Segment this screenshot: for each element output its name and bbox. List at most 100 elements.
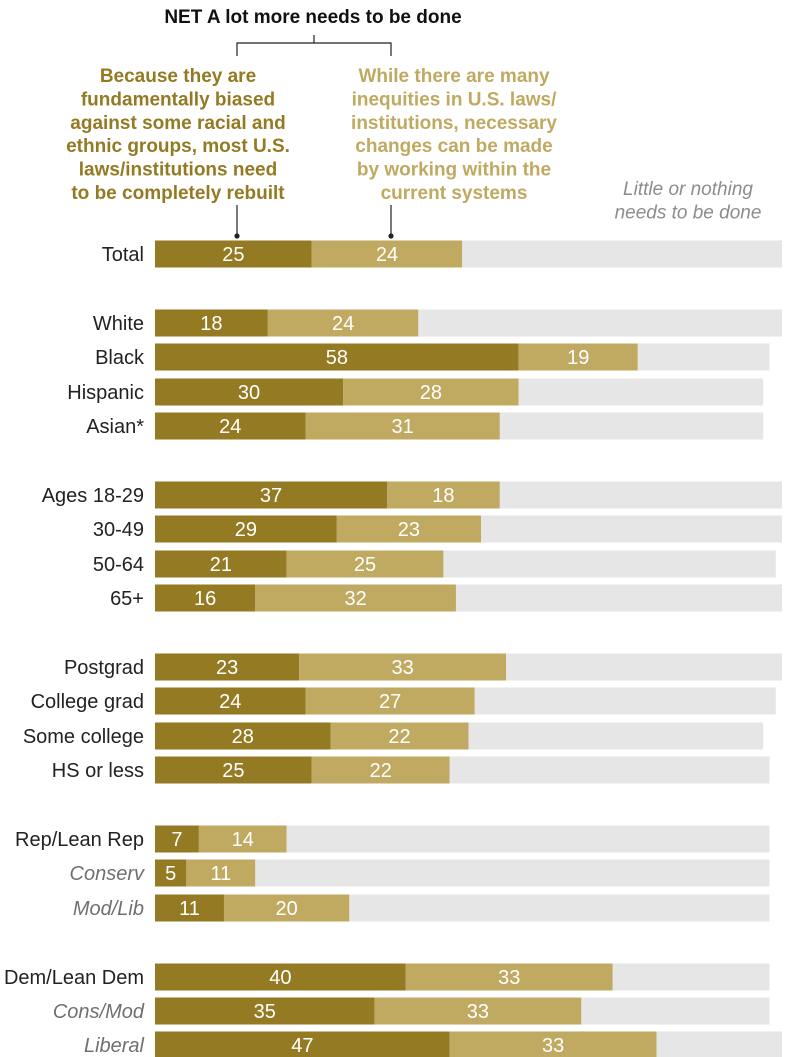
bar-row: Black 58 19 [95, 343, 770, 371]
bar-segment-rebuilt [155, 963, 406, 991]
bar-value-label: 7 [171, 829, 182, 851]
bar-segment-rebuilt [155, 584, 256, 612]
bar-value-label: 25 [354, 554, 376, 576]
bar-segment-little [462, 240, 782, 268]
bar-value-label: 25 [222, 244, 244, 266]
bar-row: Asian* 24 31 [86, 412, 764, 440]
bar-segment-within [374, 997, 582, 1025]
bar-segment-little [499, 412, 764, 440]
bar-row: 65+ 16 32 [110, 584, 782, 612]
bar-row: Rep/Lean Rep 7 14 [15, 825, 770, 853]
bar-segment-rebuilt [155, 894, 224, 922]
bar-value-label: 58 [326, 347, 348, 369]
bar-segment-rebuilt [155, 997, 375, 1025]
row-label: Rep/Lean Rep [15, 829, 144, 851]
bar-segment-rebuilt [155, 412, 306, 440]
row-label: College grad [31, 691, 144, 713]
bar-value-label: 25 [222, 760, 244, 782]
legend-little-line: needs to be done [615, 202, 762, 223]
bar-segment-rebuilt [155, 859, 187, 887]
bar-value-label: 32 [345, 588, 367, 610]
bar-value-label: 37 [260, 485, 282, 507]
bar-value-label: 24 [376, 244, 398, 266]
bar-value-label: 14 [232, 829, 254, 851]
legend-within-line: inequities in U.S. laws/ [352, 89, 558, 110]
bar-segment-little [481, 515, 782, 543]
legend-pointers [234, 205, 394, 239]
legend-within-line: While there are many [358, 66, 550, 87]
bar-segment-little [468, 722, 764, 750]
bar-segment-little [581, 997, 770, 1025]
bar-row: Liberal 47 33 [84, 1031, 782, 1057]
row-label: Total [102, 244, 144, 266]
bar-value-label: 22 [370, 760, 392, 782]
bar-row: 30-49 29 23 [93, 515, 782, 543]
bar-segment-within [286, 550, 444, 578]
bar-value-label: 18 [432, 485, 454, 507]
bar-value-label: 20 [276, 898, 298, 920]
bar-segment-little [455, 584, 782, 612]
bar-segment-rebuilt [155, 722, 331, 750]
bar-segment-little [418, 309, 782, 337]
bar-value-label: 40 [269, 967, 291, 989]
bar-segment-little [637, 343, 770, 371]
row-label: 50-64 [93, 554, 144, 576]
bar-segment-within [223, 894, 350, 922]
bar-value-label: 11 [210, 863, 231, 885]
bar-segment-within [305, 687, 475, 715]
bar-segment-within [518, 343, 638, 371]
bar-segment-rebuilt [155, 240, 312, 268]
bar-row: Mod/Lib 11 20 [73, 894, 770, 922]
bar-segment-little [656, 1031, 782, 1057]
row-label: Mod/Lib [73, 898, 144, 920]
chart-title: NET A lot more needs to be done [164, 7, 461, 28]
chart-rows: Total 25 24 White 18 24 Black 58 19 Hispanic 30 28 A… [4, 240, 782, 1057]
legend-rebuilt-line: ethnic groups, most U.S. [66, 136, 290, 157]
bar-segment-little [518, 378, 764, 406]
bar-segment-within [405, 963, 613, 991]
bar-segment-rebuilt [155, 343, 519, 371]
bar-value-label: 33 [542, 1035, 564, 1057]
legend-rebuilt-line: Because they are [100, 66, 256, 87]
bar-segment-little [449, 756, 770, 784]
bar-row: HS or less 25 22 [52, 756, 770, 784]
bar-row: White 18 24 [93, 309, 782, 337]
bar-segment-rebuilt [155, 756, 312, 784]
bar-segment-within [386, 481, 500, 509]
bar-value-label: 31 [392, 416, 414, 438]
bar-value-label: 24 [219, 691, 241, 713]
legend-within-line: current systems [381, 183, 528, 204]
bar-segment-rebuilt [155, 687, 306, 715]
bar-row: Some college 28 22 [23, 722, 764, 750]
bar-row: Total 25 24 [102, 240, 782, 268]
row-label: 65+ [110, 588, 144, 610]
bar-value-label: 18 [200, 313, 222, 335]
bar-value-label: 35 [254, 1001, 276, 1023]
row-label: Black [95, 347, 145, 369]
legend-rebuilt-line: against some racial and [70, 113, 285, 134]
bar-value-label: 28 [232, 726, 254, 748]
bar-segment-little [506, 653, 782, 681]
row-label: HS or less [52, 760, 144, 782]
bar-value-label: 23 [398, 519, 420, 541]
bar-segment-rebuilt [155, 653, 300, 681]
bar-segment-little [474, 687, 776, 715]
row-label: 30-49 [93, 519, 144, 541]
bar-segment-rebuilt [155, 378, 344, 406]
bar-segment-little [443, 550, 776, 578]
bar-value-label: 24 [332, 313, 354, 335]
row-label: Cons/Mod [53, 1001, 145, 1023]
bar-value-label: 19 [567, 347, 589, 369]
bar-value-label: 11 [179, 898, 200, 920]
bar-segment-little [286, 825, 770, 853]
bar-value-label: 30 [238, 382, 260, 404]
bar-row: Postgrad 23 33 [64, 653, 782, 681]
bar-value-label: 29 [235, 519, 257, 541]
row-label: Dem/Lean Dem [4, 967, 144, 989]
bar-segment-within [330, 722, 469, 750]
row-label: Postgrad [64, 657, 144, 679]
bar-value-label: 33 [392, 657, 414, 679]
bar-row: Cons/Mod 35 33 [53, 997, 770, 1025]
